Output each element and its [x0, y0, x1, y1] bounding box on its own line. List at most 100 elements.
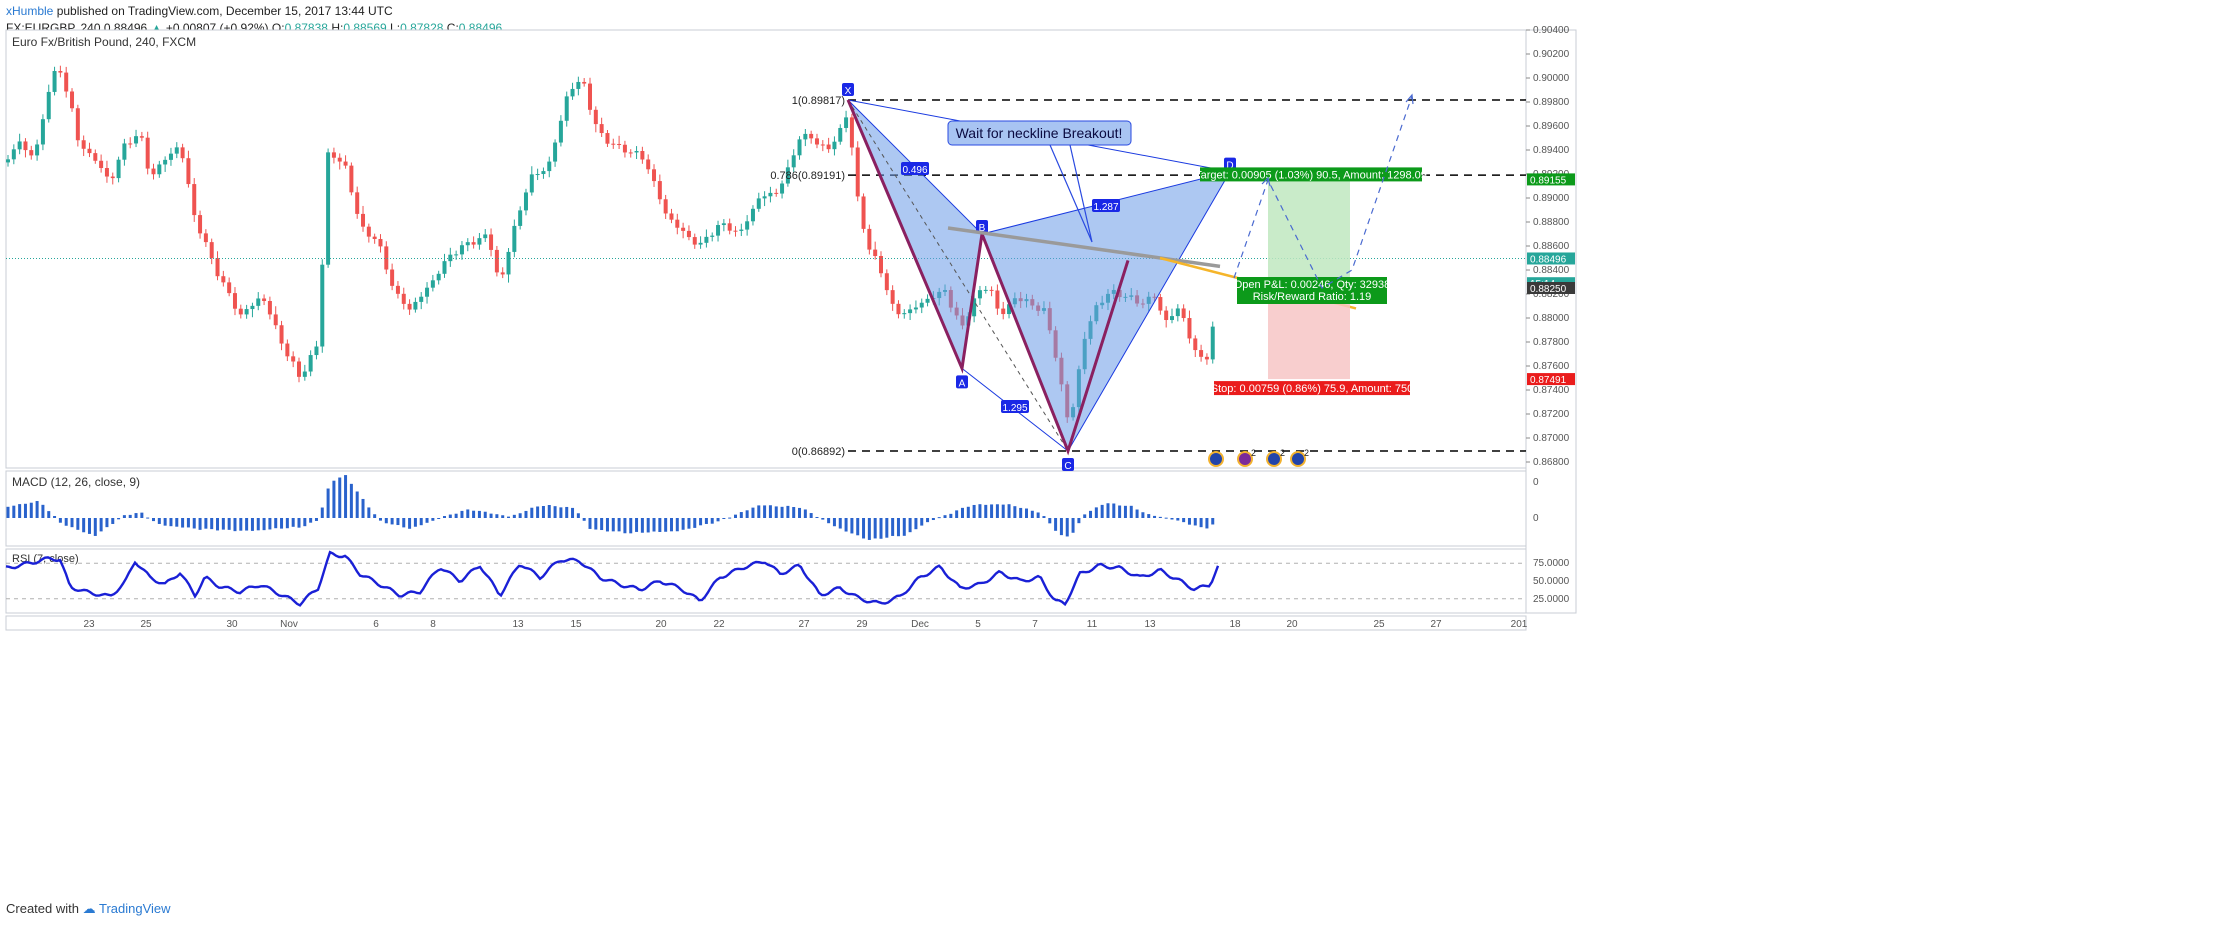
candle-body	[454, 254, 459, 256]
price-axis-badge-label: 0.88250	[1530, 284, 1567, 295]
macd-bar	[1205, 518, 1209, 529]
time-tick-label: Dec	[911, 619, 929, 630]
candle-body	[791, 155, 796, 168]
macd-bar	[582, 518, 586, 521]
macd-bar	[41, 504, 45, 518]
macd-bar	[512, 514, 516, 518]
price-tick-label: 0.87600	[1533, 361, 1570, 372]
candle-body	[64, 72, 69, 92]
candle-body	[686, 230, 691, 238]
candle-body	[17, 141, 22, 150]
candle-body	[919, 302, 924, 308]
candle-body	[116, 159, 121, 179]
candle-body	[390, 269, 395, 286]
fib-level-label: 1(0.89817)	[792, 95, 845, 107]
candle-body	[518, 210, 523, 226]
target-label-box	[1200, 167, 1422, 182]
candle-body	[465, 242, 470, 246]
macd-bar	[757, 505, 761, 518]
rsi-line	[5, 550, 1220, 607]
price-axis-badge	[1527, 282, 1575, 294]
pattern-point-badge	[976, 220, 988, 233]
macd-bar	[175, 518, 179, 527]
rsi-pane	[5, 548, 1527, 614]
event-badge-count: 2	[1280, 448, 1285, 458]
time-tick-label: 20	[1286, 619, 1298, 630]
candle-body	[23, 141, 28, 151]
candle-body	[1164, 310, 1169, 321]
xc-dashed-line	[847, 99, 1069, 452]
candle-body	[716, 225, 721, 236]
candle-body	[361, 213, 366, 227]
candle-body	[436, 273, 441, 281]
created-with-label: Created with	[6, 901, 79, 916]
macd-bar	[850, 518, 854, 534]
candle-body	[477, 238, 482, 245]
macd-bar	[291, 518, 295, 527]
time-tick-label: 30	[226, 619, 238, 630]
pattern-point-badge	[956, 375, 968, 389]
price-tick-label: 0.89600	[1533, 121, 1570, 132]
macd-bar	[931, 518, 935, 521]
macd-bar	[250, 518, 254, 531]
pattern-point-label: D	[1226, 161, 1233, 172]
time-tick-label: 7	[1032, 619, 1038, 630]
candle-body	[599, 124, 604, 134]
candle-body	[99, 160, 104, 169]
candle-body	[588, 83, 592, 110]
neckline	[947, 226, 1221, 269]
candle-body	[267, 300, 272, 315]
macd-bar	[332, 480, 336, 518]
macd-bar	[1193, 518, 1197, 526]
macd-bar	[734, 514, 737, 518]
candle-body	[320, 264, 325, 347]
macd-bar	[774, 506, 778, 518]
macd-bar	[763, 505, 767, 518]
candle-body	[593, 109, 598, 125]
price-tick-label: 0.87800	[1533, 337, 1570, 348]
macd-bar	[152, 518, 155, 522]
pattern-point-label: B	[979, 223, 986, 234]
macd-bar	[47, 511, 51, 518]
macd-bar	[1112, 503, 1116, 518]
candle-body	[803, 133, 808, 140]
macd-bar	[349, 483, 353, 518]
event-badge-count: 2	[1304, 448, 1309, 458]
candle-body	[564, 96, 569, 121]
macd-bar	[955, 510, 959, 518]
price-tick-label: 0.90400	[1533, 25, 1570, 36]
candle-body	[1007, 304, 1012, 315]
macd-bar	[1129, 505, 1133, 518]
macd-bar	[611, 518, 615, 532]
macd-bar	[879, 518, 883, 539]
macd-bar	[111, 518, 115, 524]
candle-body	[890, 290, 895, 304]
candle-body	[302, 371, 307, 377]
candle-body	[494, 249, 499, 273]
macd-bar	[483, 511, 487, 518]
macd-bar	[105, 518, 109, 528]
macd-bar	[1141, 512, 1145, 518]
rsi-tick-label: 50.0000	[1533, 576, 1570, 587]
candle-body	[692, 237, 697, 245]
macd-bar	[285, 518, 289, 529]
macd-bar	[186, 518, 190, 528]
candle-body	[832, 141, 837, 150]
author-link[interactable]: xHumble	[6, 4, 54, 18]
tradingview-link[interactable]: TradingView	[99, 901, 171, 916]
candle-body	[75, 108, 80, 141]
price-tick-label: 0.86800	[1533, 457, 1570, 468]
macd-bar	[1100, 504, 1104, 518]
macd-bar	[1054, 518, 1058, 531]
stop-label-box	[1214, 381, 1410, 396]
macd-bar	[809, 513, 813, 518]
candle-body	[617, 143, 622, 145]
price-tick-label: 0.90000	[1533, 73, 1570, 84]
candle-body	[227, 282, 232, 294]
fib-level-label: 0(0.86892)	[792, 446, 845, 458]
time-tick-label: 18	[1229, 619, 1241, 630]
macd-bar	[1106, 503, 1110, 518]
macd-bar	[64, 518, 68, 526]
candle-body	[6, 159, 10, 163]
